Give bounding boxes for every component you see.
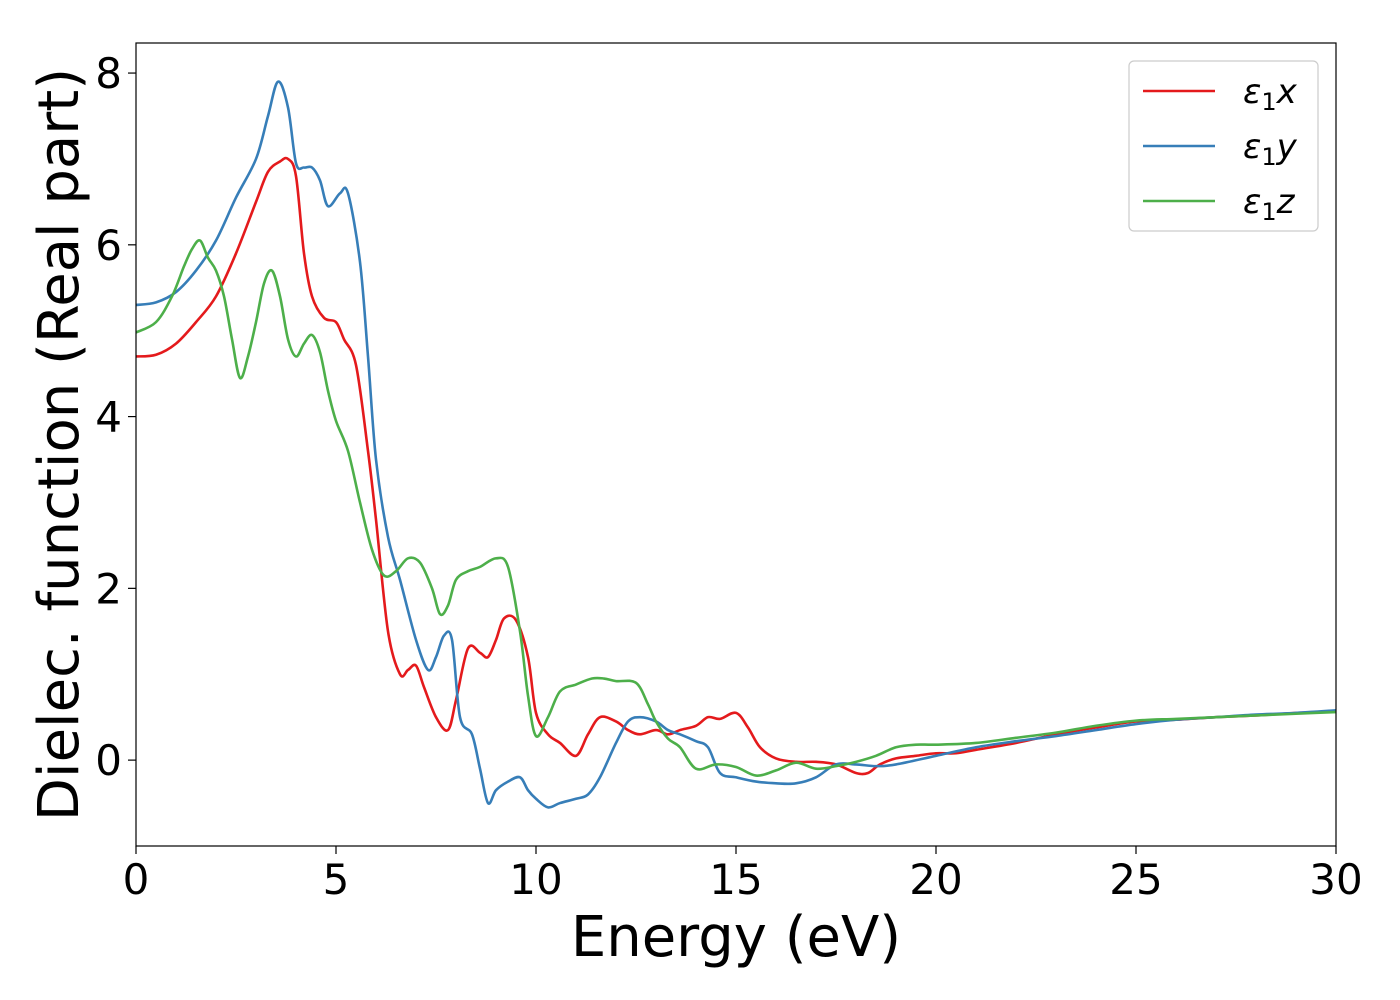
x-tick-label: 0 [123, 855, 150, 904]
x-axis-label: Energy (eV) [571, 905, 901, 970]
legend-box [1128, 60, 1319, 232]
x-tick-label: 10 [509, 855, 562, 904]
plot-lines [136, 80, 1336, 809]
y-tick-label: 2 [95, 564, 122, 613]
y-axis: 0 2 4 6 8 [95, 49, 136, 785]
x-tick-label: 20 [909, 855, 962, 904]
legend-label-y: ε1y [1243, 127, 1298, 171]
y-tick-label: 6 [95, 221, 122, 270]
legend: ε1x ε1y ε1z [1128, 60, 1319, 232]
x-tick-label: 30 [1309, 855, 1362, 904]
y-tick-label: 4 [95, 393, 122, 442]
legend-label-x: ε1x [1243, 72, 1298, 116]
series-line-z [136, 239, 1336, 777]
y-tick-label: 0 [95, 736, 122, 785]
y-tick-label: 8 [95, 49, 122, 98]
x-tick-label: 15 [709, 855, 762, 904]
legend-label-z: ε1z [1243, 182, 1296, 226]
series-line-x [136, 156, 1336, 776]
y-axis-label: Dielec. function (Real part) [27, 68, 92, 821]
x-axis: 0 5 10 15 20 25 30 [123, 846, 1363, 904]
x-tick-label: 25 [1109, 855, 1162, 904]
series-line-y [136, 80, 1336, 809]
x-tick-label: 5 [323, 855, 350, 904]
